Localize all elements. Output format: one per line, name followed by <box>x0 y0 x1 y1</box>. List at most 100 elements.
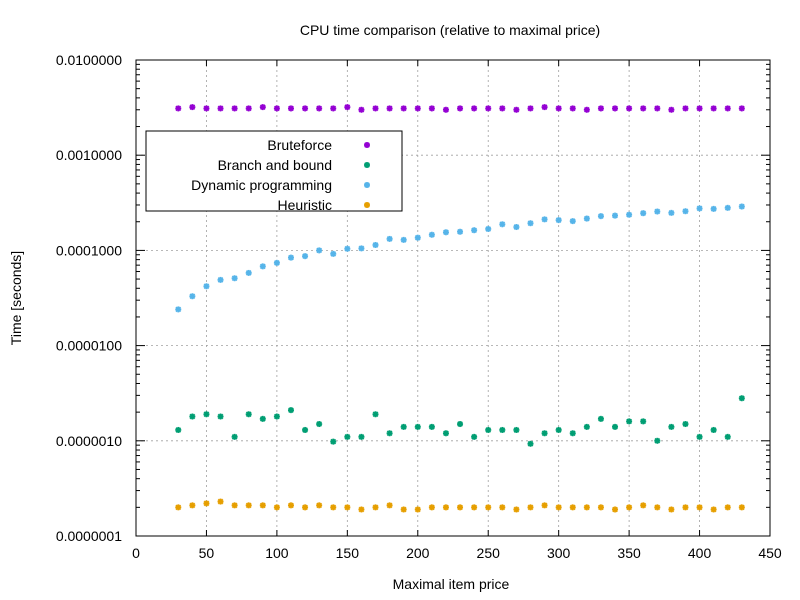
data-point <box>217 498 224 505</box>
data-point <box>316 105 323 112</box>
data-point <box>372 411 379 418</box>
data-point <box>457 421 464 428</box>
data-point <box>428 105 435 112</box>
legend-box <box>145 130 403 212</box>
data-point <box>316 247 323 254</box>
data-point <box>738 105 745 112</box>
data-point <box>471 504 478 511</box>
data-point <box>330 250 337 257</box>
data-point <box>231 275 238 282</box>
data-point <box>316 421 323 428</box>
data-point <box>527 220 534 227</box>
data-point <box>485 105 492 112</box>
data-point <box>414 506 421 513</box>
data-point <box>245 502 252 509</box>
data-point <box>499 504 506 511</box>
x-tick-label: 300 <box>547 545 571 561</box>
data-point <box>597 213 604 220</box>
x-tick-label: 400 <box>688 545 712 561</box>
data-point <box>555 105 562 112</box>
data-point <box>414 234 421 241</box>
data-point <box>597 415 604 422</box>
data-point <box>358 106 365 113</box>
data-point <box>386 235 393 242</box>
data-point <box>175 426 182 433</box>
series-bruteforce <box>175 104 745 113</box>
data-point <box>175 105 182 112</box>
data-point <box>668 506 675 513</box>
data-point <box>682 105 689 112</box>
data-point <box>259 415 266 422</box>
x-tick-label: 250 <box>477 545 501 561</box>
data-point <box>189 413 196 420</box>
legend-label: Branch and bound <box>218 157 332 173</box>
x-tick-label: 350 <box>617 545 641 561</box>
legend-marker <box>364 202 370 208</box>
data-point <box>640 502 647 509</box>
data-point <box>668 423 675 430</box>
data-point <box>626 504 633 511</box>
data-point <box>541 104 548 111</box>
data-point <box>287 254 294 261</box>
data-point <box>569 430 576 437</box>
data-point <box>499 426 506 433</box>
data-point <box>569 218 576 225</box>
data-point <box>386 430 393 437</box>
data-point <box>682 208 689 215</box>
data-point <box>682 421 689 428</box>
data-point <box>696 433 703 440</box>
x-tick-label: 0 <box>132 545 140 561</box>
data-point <box>400 423 407 430</box>
data-point <box>442 430 449 437</box>
data-point <box>287 502 294 509</box>
data-point <box>724 105 731 112</box>
data-point <box>330 504 337 511</box>
data-point <box>457 504 464 511</box>
data-point <box>682 504 689 511</box>
data-point <box>612 212 619 219</box>
x-tick-label: 50 <box>199 545 215 561</box>
data-point <box>259 502 266 509</box>
data-point <box>738 504 745 511</box>
data-point <box>555 426 562 433</box>
legend-label: Heuristic <box>278 197 332 213</box>
data-point <box>541 502 548 509</box>
data-point <box>302 504 309 511</box>
data-point <box>428 504 435 511</box>
data-point <box>175 504 182 511</box>
data-point <box>231 105 238 112</box>
data-point <box>358 506 365 513</box>
data-point <box>428 423 435 430</box>
data-point <box>668 106 675 113</box>
data-point <box>626 105 633 112</box>
data-point <box>640 418 647 425</box>
data-point <box>414 423 421 430</box>
data-point <box>372 504 379 511</box>
data-point <box>513 224 520 231</box>
data-point <box>612 506 619 513</box>
series-branch-and-bound <box>175 395 745 447</box>
data-point <box>203 105 210 112</box>
plot-frame <box>135 59 771 537</box>
data-point <box>527 105 534 112</box>
y-tick-label: 0.0000010 <box>56 433 122 449</box>
data-point <box>583 504 590 511</box>
data-point <box>654 208 661 215</box>
data-point <box>583 423 590 430</box>
data-point <box>344 245 351 252</box>
data-point <box>710 506 717 513</box>
data-point <box>273 105 280 112</box>
data-point <box>245 269 252 276</box>
data-point <box>203 283 210 290</box>
data-point <box>344 504 351 511</box>
x-tick-label: 200 <box>406 545 430 561</box>
series-heuristic <box>175 498 745 513</box>
y-tick-label: 0.0010000 <box>56 147 122 163</box>
data-point <box>710 205 717 212</box>
legend-label: Dynamic programming <box>191 177 332 193</box>
x-axis-label: Maximal item price <box>393 576 510 592</box>
x-tick-label: 100 <box>265 545 289 561</box>
data-point <box>569 105 576 112</box>
data-point <box>386 105 393 112</box>
x-tick-label: 450 <box>758 545 782 561</box>
